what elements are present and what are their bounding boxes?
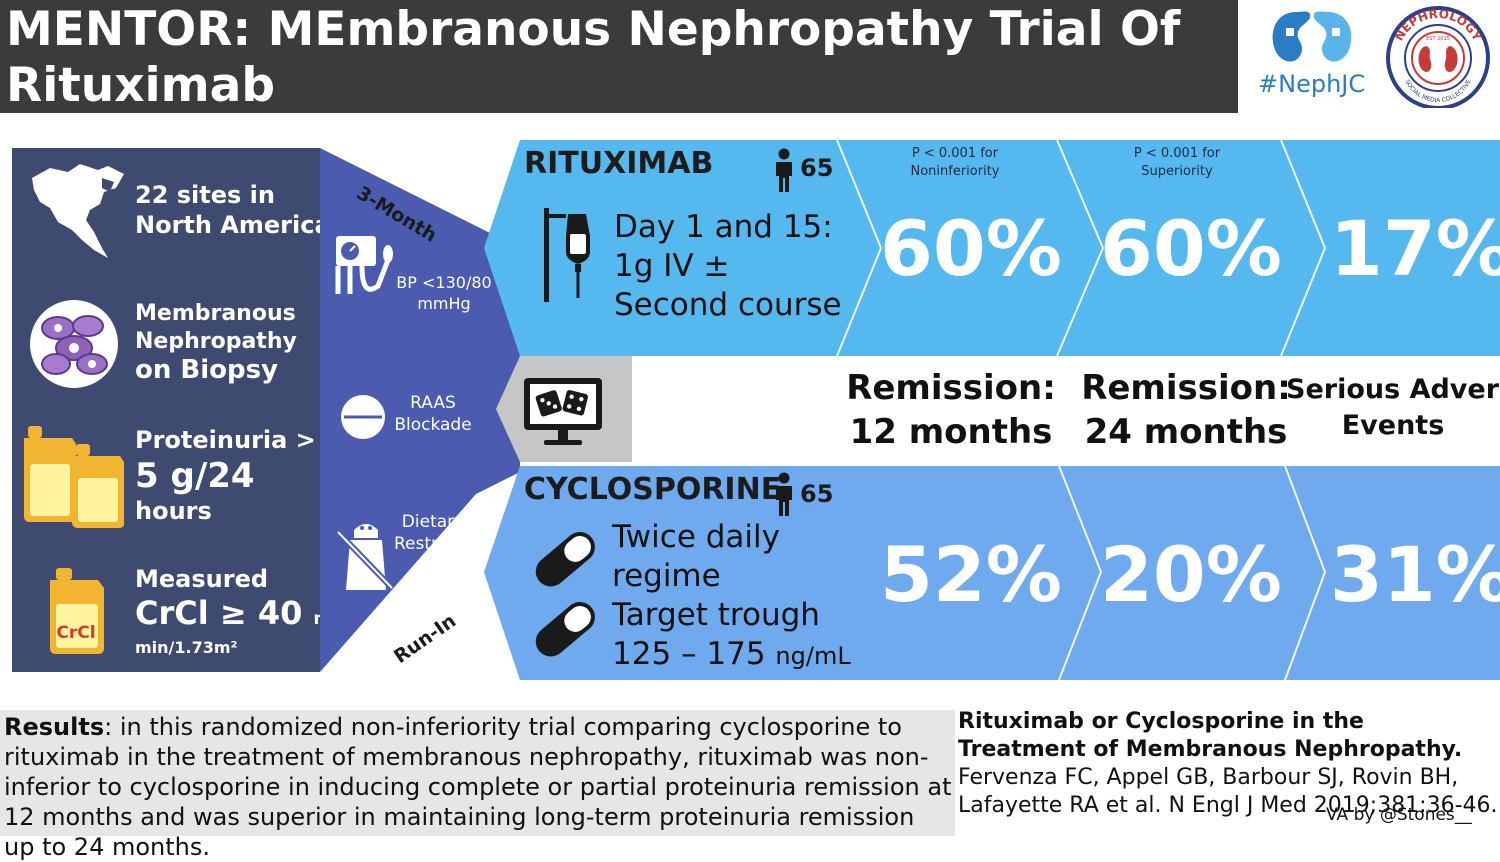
bp-line2: mmHg — [417, 294, 471, 313]
outcome3-line2: Events — [1341, 410, 1445, 441]
crcl-line1: Measured — [135, 565, 269, 593]
rituximab-regimen-line2: 1g IV ± — [614, 248, 730, 284]
rituximab-title: RITUXIMAB — [524, 146, 714, 181]
rituximab-remission-12mo: 60% — [880, 204, 1062, 293]
raas-line1: RAAS — [410, 393, 456, 413]
crcl-line2: CrCl ≥ 40 — [135, 594, 303, 632]
no-salt-icon — [335, 524, 395, 591]
rituximab-12mo-chevron — [838, 140, 1102, 356]
bp-line1: BP <130/80 — [396, 273, 492, 292]
bp-cuff-icon — [335, 236, 393, 294]
sites-line2: North America — [135, 211, 331, 239]
outcome-serious-adverse-events: Serious Adverse Events — [1286, 372, 1500, 444]
rituximab-n: 65 — [800, 154, 834, 182]
randomization-monitor-dice-icon — [524, 378, 602, 445]
raas-text: RAAS Blockade — [392, 392, 474, 436]
outcome1-line2: 12 months — [849, 412, 1053, 452]
outcome-remission-12mo: Remission: 12 months — [846, 366, 1056, 454]
proteinuria-text: Proteinuria > 5 g/24 hours — [135, 424, 316, 526]
cyclosporine-regimen-line1: Twice daily — [612, 519, 780, 555]
diet-text: Dietary Restriction — [394, 511, 485, 555]
p-noninferiority-line2: Noninferiority — [910, 164, 1000, 179]
capsules-icon — [535, 532, 595, 657]
outcome2-line2: 24 months — [1084, 412, 1288, 452]
raas-line2: Blockade — [394, 415, 472, 435]
crcl-line3: min/1.73m² — [135, 638, 238, 657]
seal-est-text: EST 2015 — [1426, 36, 1450, 42]
person-icon — [776, 472, 792, 516]
nephrology-collective-seal-icon: NEPHROLOGY SOCIAL MEDIA COLLECTIVE EST 2… — [1386, 6, 1490, 108]
p-superiority: P < 0.001 for Superiority — [1106, 145, 1248, 181]
cyclosporine-n: 65 — [800, 480, 834, 508]
citation-authors: Fervenza FC, Appel GB, Barbour SJ, Rovin… — [958, 765, 1498, 818]
credit-text: VA by @Stones__ — [1326, 805, 1472, 825]
p-noninferiority-line1: P < 0.001 for — [911, 146, 999, 161]
biopsy-glomerulus-icon — [30, 300, 118, 388]
outcome3-line1: Serious Adverse — [1286, 374, 1500, 405]
p-superiority-line1: P < 0.001 for — [1133, 146, 1221, 161]
p-noninferiority: P < 0.001 for Noninferiority — [884, 145, 1026, 181]
page-title: MENTOR: MEmbranous Nephropathy Trial Of … — [6, 2, 1231, 114]
iv-drip-icon — [544, 208, 590, 302]
crcl-jug-icon: CrCl — [50, 568, 104, 654]
cyclosporine-remission-12mo: 52% — [880, 530, 1062, 619]
crcl-icon-label: CrCl — [56, 623, 95, 643]
rituximab-24mo-chevron — [1058, 140, 1324, 356]
sites-line1: 22 sites in — [135, 181, 275, 209]
cyclosporine-remission-24mo: 20% — [1100, 530, 1282, 619]
urine-jugs-icon — [24, 426, 124, 528]
citation: Rituximab or Cyclosporine in the Treatme… — [958, 708, 1498, 820]
outcome2-line1: Remission: — [1081, 368, 1291, 408]
cyclosporine-regimen-line3: Target trough — [612, 597, 820, 633]
page-title-line2: Rituximab — [6, 58, 275, 113]
pill-tablet-icon — [341, 395, 385, 439]
cyclosporine-12mo-chevron — [836, 466, 1100, 680]
cyclosporine-regimen-line4: 125 – 175 — [612, 636, 766, 672]
p-superiority-line2: Superiority — [1141, 164, 1213, 179]
crcl-text: Measured CrCl ≥ 40 ml/ min/1.73m² — [135, 564, 343, 658]
proteinuria-line1: Proteinuria > — [135, 426, 316, 454]
bp-text: BP <130/80 mmHg — [396, 272, 492, 314]
outcome-remission-24mo: Remission: 24 months — [1080, 366, 1292, 454]
results-label: Results — [4, 713, 105, 741]
rituximab-regimen: Day 1 and 15: 1g IV ± Second course — [614, 208, 842, 325]
cyclosporine-regimen-unit: ng/mL — [775, 642, 851, 670]
biopsy-line2: Nephropathy — [135, 329, 297, 354]
biopsy-text: Membranous Nephropathy on Biopsy — [135, 300, 297, 384]
diet-line2: Restriction — [394, 534, 485, 554]
cyclosporine-regimen-line2: regime — [612, 558, 721, 594]
diet-line1: Dietary — [401, 512, 465, 532]
cyclosporine-24mo-chevron — [1060, 466, 1324, 680]
cyclosporine-regimen: Twice daily regime Target trough 125 – 1… — [612, 518, 851, 676]
title-bar — [0, 0, 1238, 113]
arm-chevrons — [484, 140, 1500, 680]
north-america-map-icon — [32, 164, 124, 258]
rituximab-sae-chevron — [1282, 140, 1500, 356]
sites-text: 22 sites in North America — [135, 180, 331, 240]
nephjc-hashtag: #NephJC — [1258, 70, 1366, 98]
rituximab-sae: 17% — [1330, 204, 1500, 293]
rituximab-regimen-line1: Day 1 and 15: — [614, 209, 833, 245]
cyclosporine-sae-chevron — [1286, 466, 1500, 680]
rituximab-remission-24mo: 60% — [1100, 204, 1282, 293]
biopsy-line1: Membranous — [135, 301, 296, 326]
kidney-logo-icon — [1272, 11, 1352, 62]
page-title-line1: MENTOR: MEmbranous Nephropathy Trial Of — [6, 2, 1181, 57]
results-text: Results: in this randomized non-inferior… — [4, 712, 952, 862]
biopsy-line3: on Biopsy — [135, 355, 279, 385]
proteinuria-line3: hours — [135, 497, 212, 525]
rituximab-regimen-line3: Second course — [614, 287, 842, 323]
rituximab-banner — [484, 140, 880, 356]
results-box — [0, 710, 955, 836]
proteinuria-line2: 5 g/24 — [135, 456, 255, 496]
results-body: : in this randomized non-inferiority tri… — [4, 713, 952, 861]
cyclosporine-title: CYCLOSPORINE — [524, 472, 782, 507]
outcome1-line1: Remission: — [846, 368, 1056, 408]
cyclosporine-sae: 31% — [1330, 530, 1500, 619]
citation-title: Rituximab or Cyclosporine in the Treatme… — [958, 709, 1463, 762]
person-icon — [776, 148, 792, 192]
